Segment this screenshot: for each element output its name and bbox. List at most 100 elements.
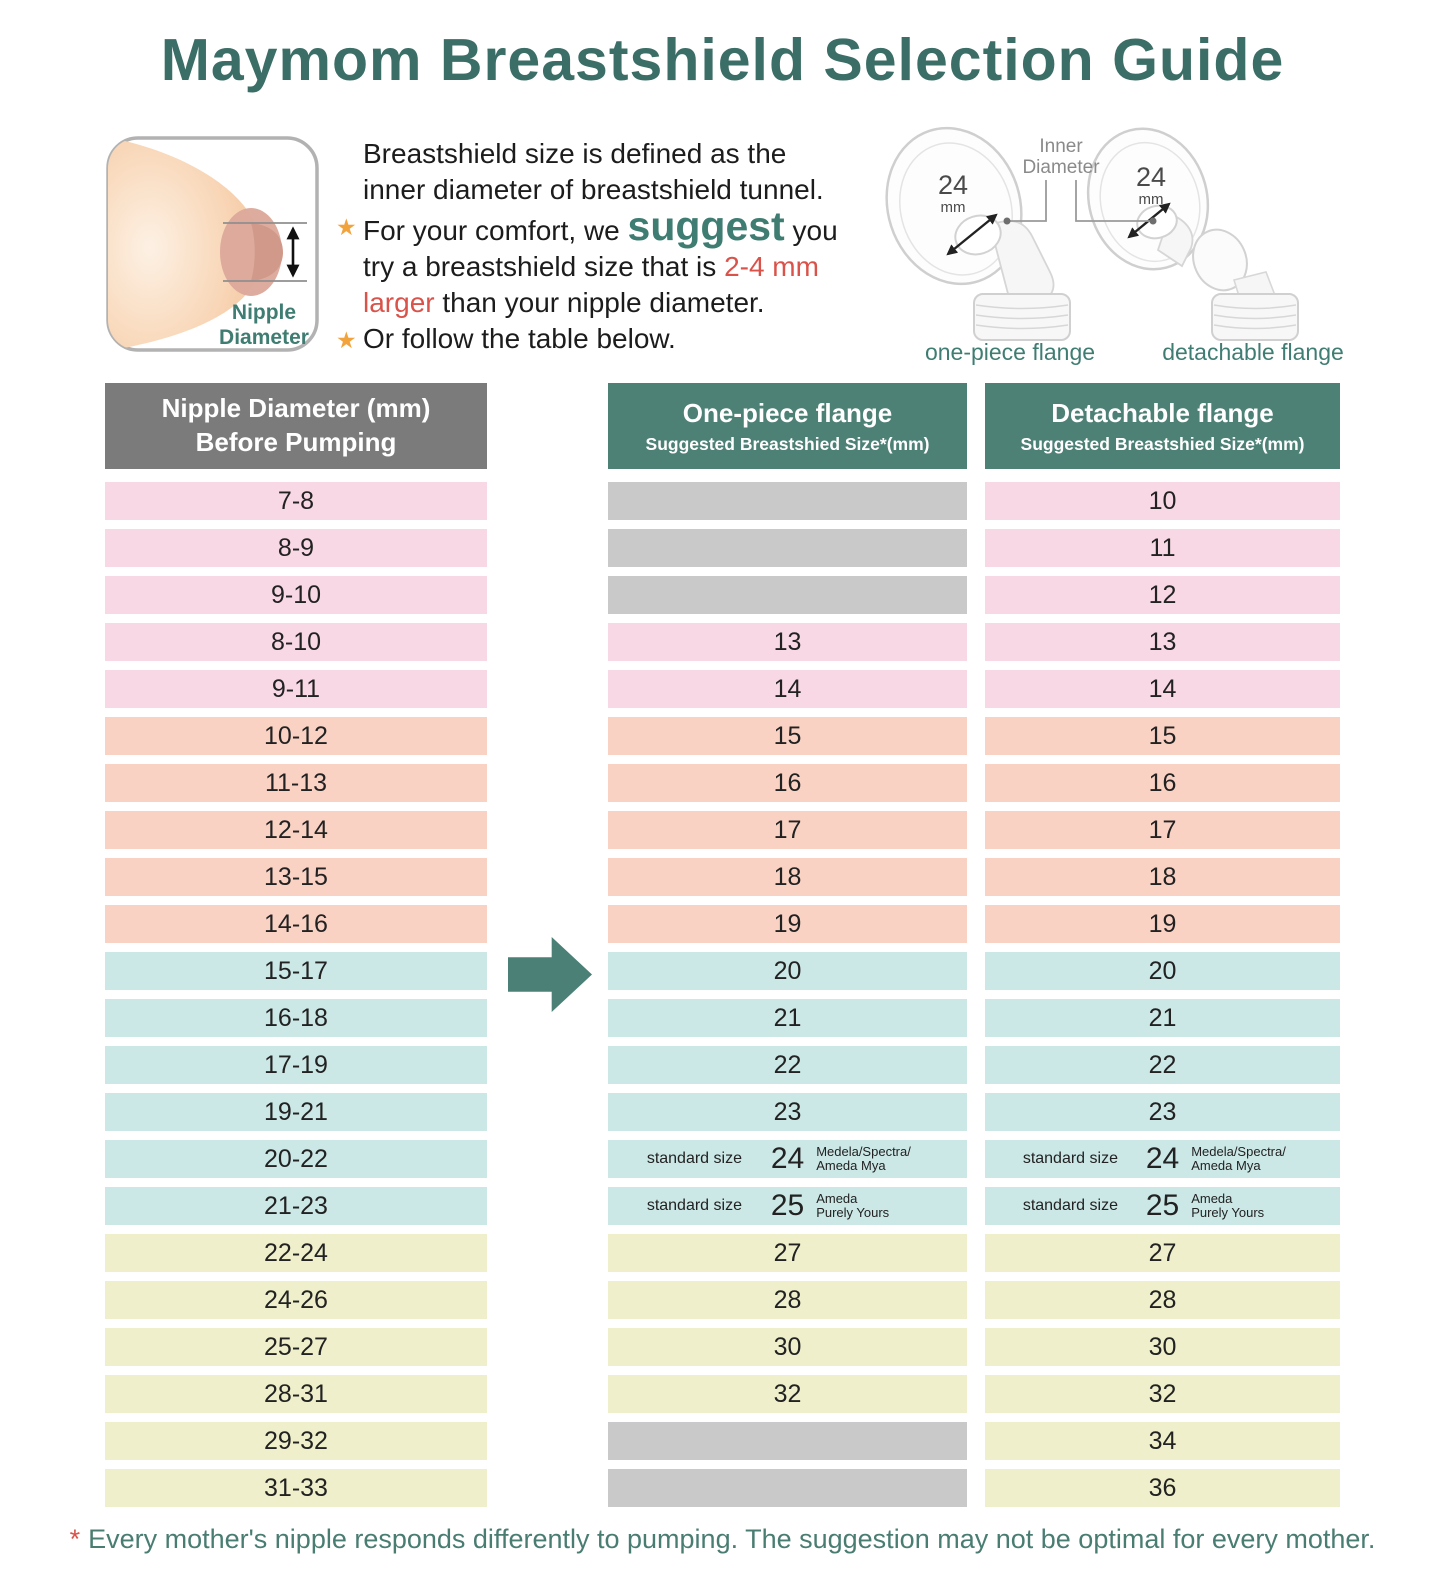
nipple-range-cell: 19-21 — [105, 1093, 487, 1131]
breast-shape — [108, 138, 260, 350]
standard-size-label: standard size — [1022, 1150, 1118, 1167]
detachable-size-cell: 11 — [985, 529, 1340, 567]
nipple-range-cell: 16-18 — [105, 999, 487, 1037]
detachable-size-cell: 10 — [985, 482, 1340, 520]
svg-text:mm: mm — [1139, 191, 1164, 208]
detachable-size-cell: 12 — [985, 576, 1340, 614]
one-piece-size-cell: 15 — [608, 717, 967, 755]
one-piece-size-cell-empty — [608, 482, 967, 520]
detachable-size-cell: 16 — [985, 764, 1340, 802]
nipple-range-cell: 9-10 — [105, 576, 487, 614]
one-piece-flange-column: One-piece flange Suggested Breastshied S… — [608, 383, 967, 1516]
star-icon: ★ — [336, 327, 357, 353]
footnote: * Every mother's nipple responds differen… — [69, 1524, 1376, 1554]
detachable-flange-caption: detachable flange — [1162, 339, 1344, 365]
intro-bullet-2: ★ Or follow the table below. — [336, 321, 896, 357]
one-piece-size-cell: 19 — [608, 905, 967, 943]
nipple-range-cell: 9-11 — [105, 670, 487, 708]
svg-text:Inner: Inner — [1039, 136, 1083, 157]
nipple-range-cell: 12-14 — [105, 811, 487, 849]
one-piece-size-cell: 27 — [608, 1234, 967, 1272]
detachable-size-cell: standard size 25 Ameda Purely Yours — [985, 1187, 1340, 1225]
nipple-shape — [251, 223, 283, 281]
size-value: 25 — [770, 1189, 805, 1222]
detachable-size-cell: 15 — [985, 717, 1340, 755]
one-piece-size-cell: 20 — [608, 952, 967, 990]
one-piece-size-cell: 21 — [608, 999, 967, 1037]
nipple-range-cell: 17-19 — [105, 1046, 487, 1084]
nipple-range-cell: 14-16 — [105, 905, 487, 943]
detachable-size-cell: 19 — [985, 905, 1340, 943]
standard-size-label: standard size — [1022, 1197, 1118, 1214]
svg-text:Diameter: Diameter — [219, 326, 309, 349]
nipple-diameter-column: Nipple Diameter (mm) Before Pumping 7-8 8… — [105, 383, 487, 1516]
pump-brands-label: Medela/Spectra/Ameda Mya — [1191, 1143, 1286, 1173]
nipple-range-cell: 24-26 — [105, 1281, 487, 1319]
nipple-range-cell: 22-24 — [105, 1234, 487, 1272]
nipple-range-cell: 31-33 — [105, 1469, 487, 1507]
svg-text:Diameter: Diameter — [1022, 157, 1100, 178]
one-piece-size-cell-empty — [608, 576, 967, 614]
nipple-range-cell: 7-8 — [105, 482, 487, 520]
detachable-size-cell: standard size 24 Medela/Spectra/Ameda Mya — [985, 1140, 1340, 1178]
detachable-size-cell: 21 — [985, 999, 1340, 1037]
nipple-diameter-label: Nipple — [232, 301, 296, 324]
one-piece-size-cell: standard size 25 Ameda Purely Yours — [608, 1187, 967, 1225]
pump-brands-label: Medela/Spectra/Ameda Mya — [816, 1143, 911, 1173]
one-piece-size-cell-empty — [608, 1469, 967, 1507]
detachable-size-cell: 17 — [985, 811, 1340, 849]
one-piece-size-cell: 28 — [608, 1281, 967, 1319]
star-icon: ★ — [336, 214, 357, 240]
intro-line-2: inner diameter of breastshield tunnel. — [363, 174, 824, 205]
nipple-range-cell: 13-15 — [105, 858, 487, 896]
larger-emphasis: larger — [363, 287, 435, 318]
one-piece-size-cell: 16 — [608, 764, 967, 802]
standard-size-label: standard size — [646, 1197, 742, 1214]
page-title: Maymom Breastshield Selection Guide — [160, 27, 1285, 93]
nipple-range-cell: 11-13 — [105, 764, 487, 802]
pump-brands-label: Ameda Purely Yours — [1191, 1190, 1265, 1220]
one-piece-size-cell: standard size 24 Medela/Spectra/Ameda Mya — [608, 1140, 967, 1178]
one-piece-size-cell: 30 — [608, 1328, 967, 1366]
nipple-range-cell: 29-32 — [105, 1422, 487, 1460]
detachable-size-cell: 32 — [985, 1375, 1340, 1413]
one-piece-size-cell-empty — [608, 529, 967, 567]
detachable-size-cell: 22 — [985, 1046, 1340, 1084]
one-piece-size-cell-empty — [608, 1422, 967, 1460]
nipple-range-cell: 8-10 — [105, 623, 487, 661]
detachable-size-cell: 14 — [985, 670, 1340, 708]
one-piece-size-cell: 23 — [608, 1093, 967, 1131]
size-value: 25 — [1145, 1189, 1180, 1222]
detachable-size-cell: 27 — [985, 1234, 1340, 1272]
intro-text: Breastshield size is defined as the inne… — [336, 136, 896, 357]
nipple-range-cell: 28-31 — [105, 1375, 487, 1413]
one-piece-size-cell: 18 — [608, 858, 967, 896]
detachable-size-cell: 23 — [985, 1093, 1340, 1131]
one-piece-size-cell: 13 — [608, 623, 967, 661]
one-piece-size-cell: 22 — [608, 1046, 967, 1084]
detachable-size-cell: 18 — [985, 858, 1340, 896]
nipple-range-cell: 10-12 — [105, 717, 487, 755]
detachable-size-cell: 34 — [985, 1422, 1340, 1460]
detachable-size-cell: 30 — [985, 1328, 1340, 1366]
nipple-diameter-header: Nipple Diameter (mm) Before Pumping — [105, 383, 487, 469]
standard-size-label: standard size — [646, 1150, 742, 1167]
intro-bullet-1-line2: try a breastshield size that is 2-4 mm — [363, 251, 819, 282]
size-value: 24 — [770, 1142, 805, 1175]
one-piece-flange-caption: one-piece flange — [925, 339, 1095, 365]
flange-illustrations: 24 mm 24 mm Inner Diameter — [885, 126, 1344, 365]
inner-diameter-callout: Inner Diameter — [1003, 136, 1157, 225]
size-value: 24 — [1145, 1142, 1180, 1175]
detachable-size-label: 24 — [1136, 162, 1166, 192]
col3-cells: 10 11 12 13 14 15 16 17 18 19 20 21 22 23 standard siz… — [985, 482, 1340, 1507]
detachable-flange-illustration: 24 mm — [1086, 127, 1299, 341]
one-piece-flange-header: One-piece flange Suggested Breastshied S… — [608, 383, 967, 469]
intro-bullet-1-line3: larger than your nipple diameter. — [363, 287, 765, 318]
one-piece-size-cell: 32 — [608, 1375, 967, 1413]
detachable-flange-column: Detachable flange Suggested Breastshied … — [985, 383, 1340, 1516]
one-piece-size-cell: 14 — [608, 670, 967, 708]
col2-cells: 13 14 15 16 17 18 19 20 21 22 23 standard size 24 Med… — [608, 482, 967, 1507]
one-piece-size-cell: 17 — [608, 811, 967, 849]
one-piece-size-label: 24 — [938, 170, 968, 200]
